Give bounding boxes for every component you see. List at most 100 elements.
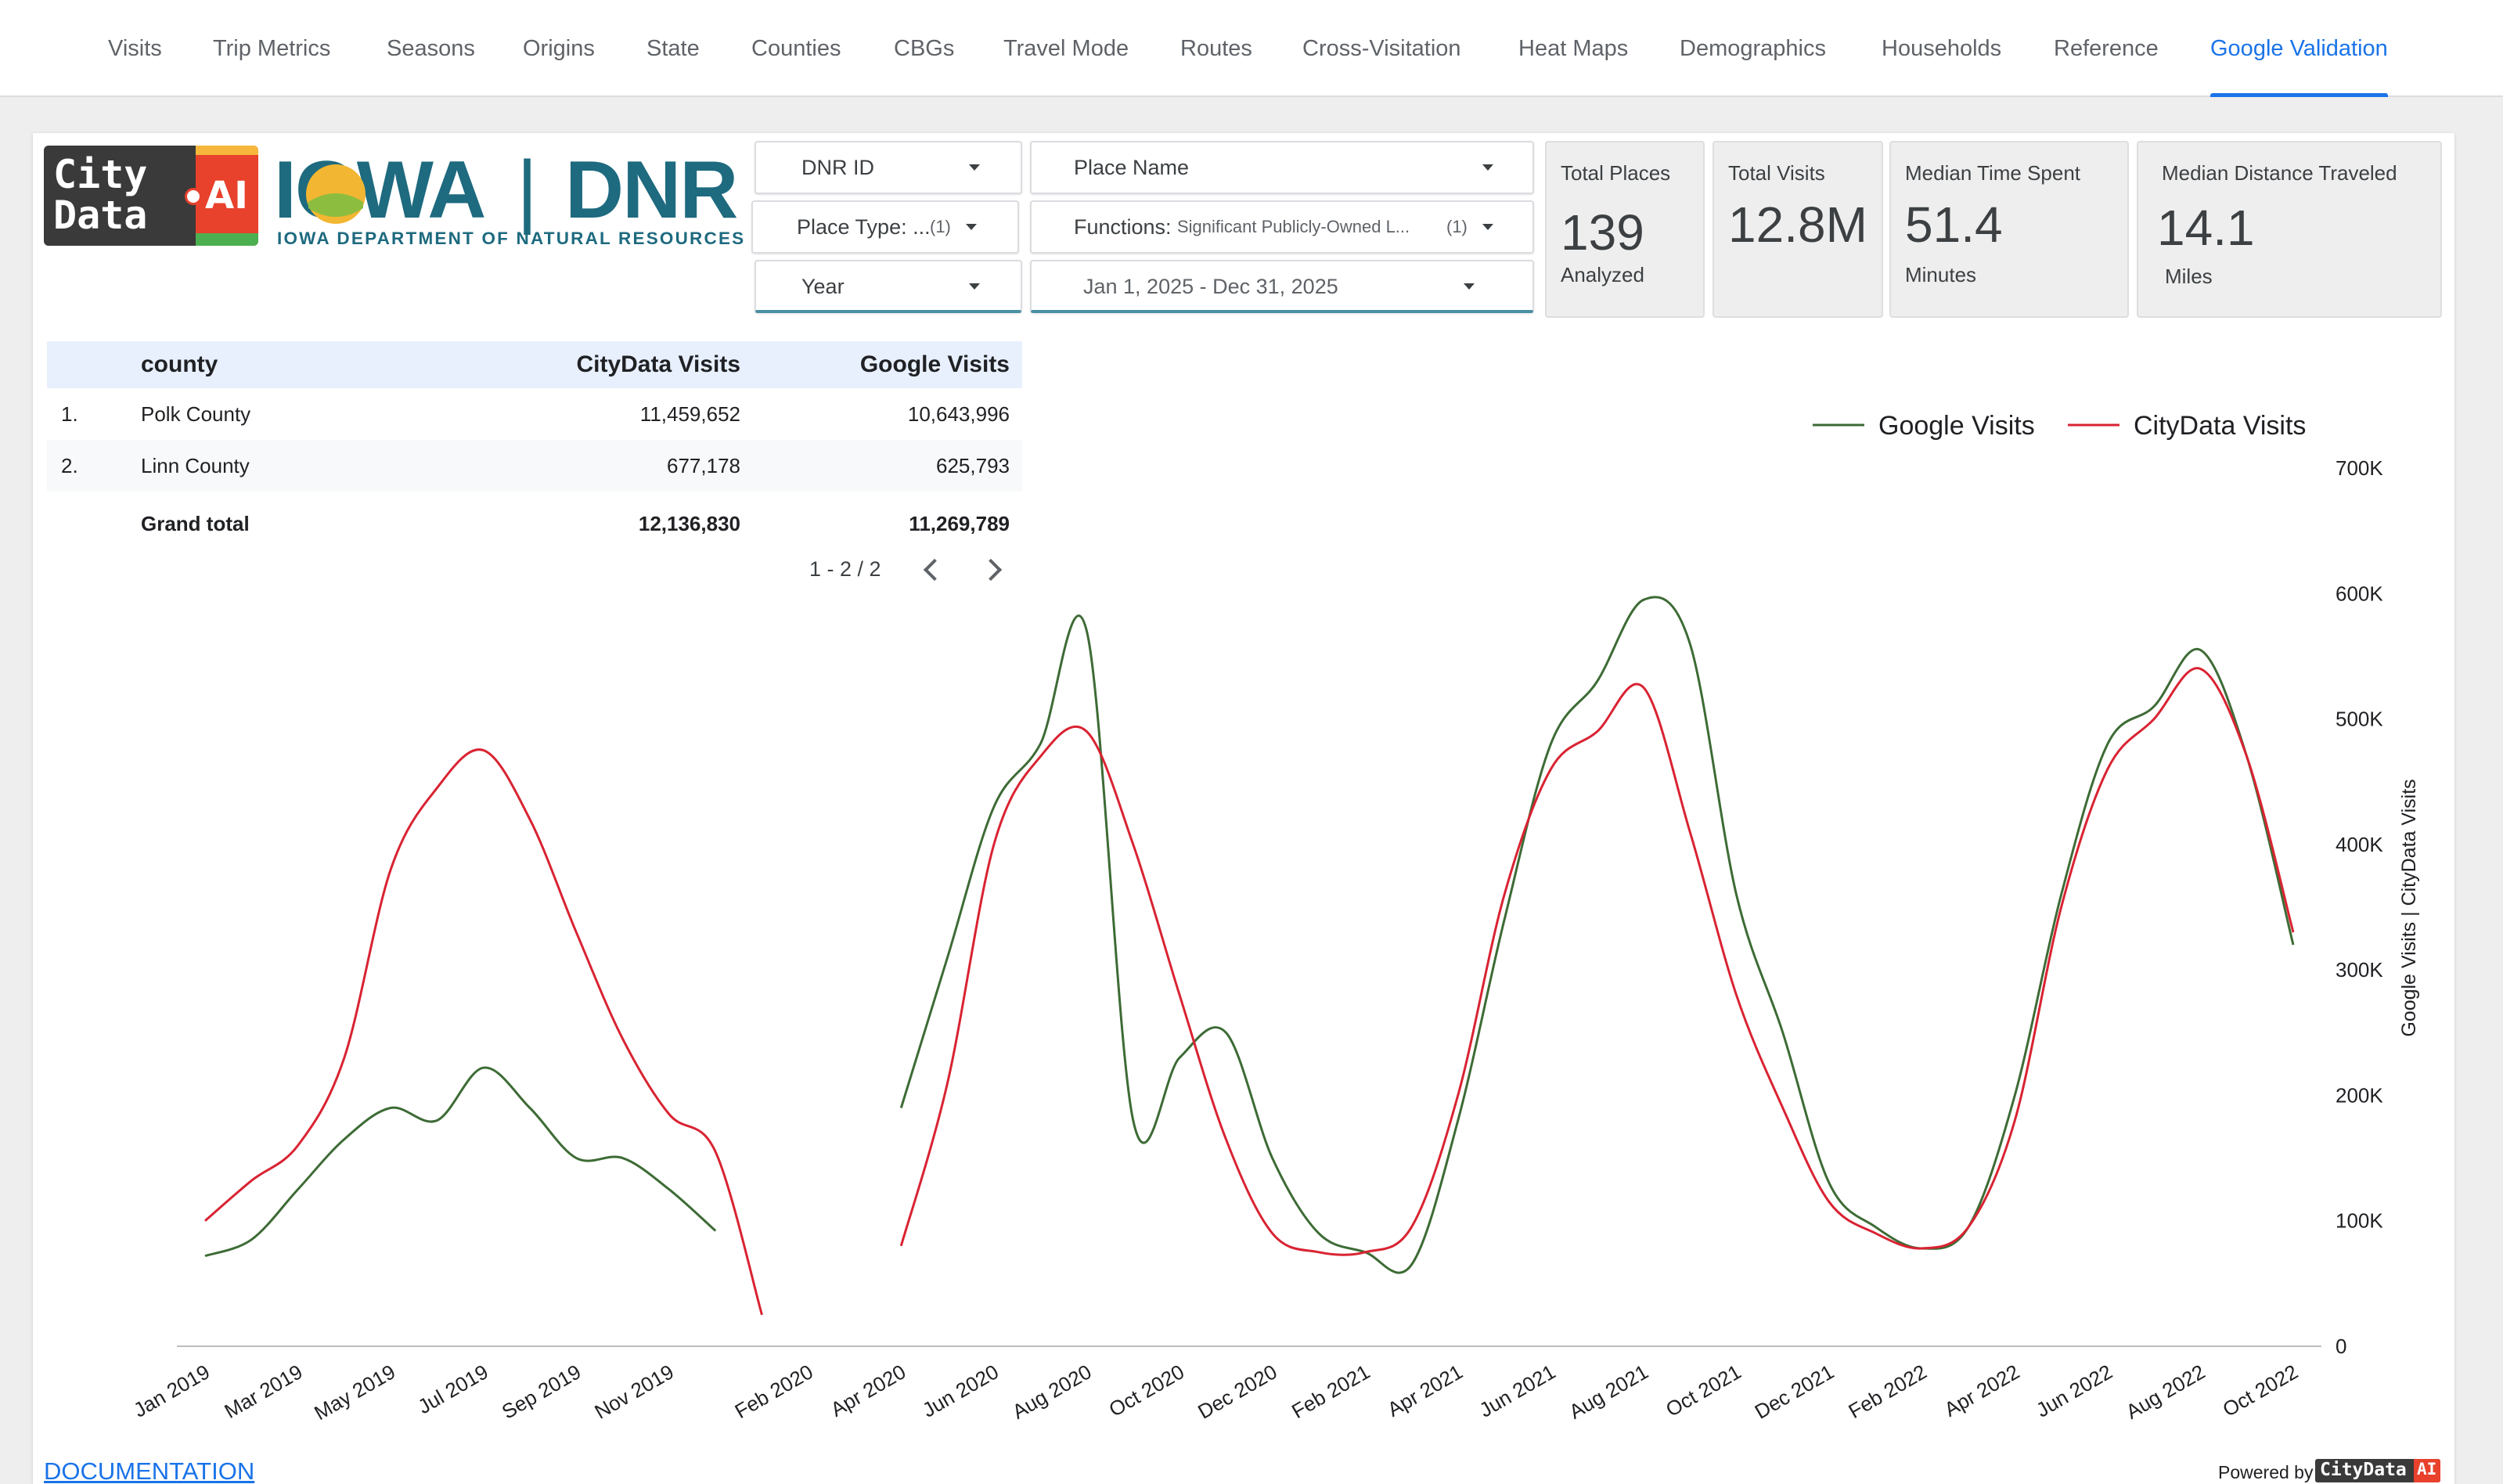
citydata-visits-series-line (204, 667, 2295, 1316)
tab-demographics[interactable]: Demographics (1680, 36, 1826, 61)
scorecard-value: 139 (1561, 204, 1644, 261)
x-tick-label: Mar 2019 (220, 1360, 306, 1423)
x-tick-label: Sep 2019 (498, 1360, 585, 1424)
year-dropdown[interactable]: Year (755, 260, 1022, 313)
google-visits-value: 10,643,996 (907, 402, 1010, 426)
table-header: county CityData Visits Google Visits (47, 341, 1022, 388)
place-name-dropdown[interactable]: Place Name (1030, 141, 1534, 194)
logo-text-data: Data (53, 193, 148, 238)
logo-text-ai: AI (205, 174, 249, 218)
x-tick-label: Apr 2022 (1940, 1360, 2023, 1421)
table-row[interactable]: 1. Polk County 11,459,652 10,643,996 (47, 388, 1022, 440)
x-tick-label: Jan 2019 (129, 1360, 214, 1421)
x-tick-label: Dec 2021 (1751, 1360, 1838, 1424)
chevron-down-icon (969, 164, 980, 171)
scorecard-total-places: Total Places 139 Analyzed (1545, 141, 1705, 318)
powered-ai: AI (2417, 1460, 2437, 1479)
tab-households[interactable]: Households (1882, 36, 2002, 61)
scorecard-subtitle: Analyzed (1561, 263, 1644, 286)
x-tick-label: Dec 2020 (1194, 1360, 1280, 1424)
x-tick-label: Feb 2021 (1288, 1360, 1374, 1423)
google-visits-value: 625,793 (936, 454, 1010, 477)
place-type-label: Place Type: ... (797, 215, 931, 239)
grand-total-label: Grand total (141, 512, 250, 535)
powered-brand: CityData (2320, 1460, 2407, 1480)
y-tick-label: 500K (2336, 708, 2383, 731)
scorecard-title: Total Visits (1728, 161, 1825, 185)
table-row[interactable]: 2. Linn County 677,178 625,793 (47, 440, 1022, 492)
chevron-down-icon (1482, 224, 1493, 230)
x-tick-label: Jun 2022 (2032, 1360, 2116, 1421)
citydata-logo: City Data AI (44, 146, 258, 246)
scorecard-title: Total Places (1561, 161, 1671, 185)
column-header-county[interactable]: county (141, 351, 218, 377)
x-tick-label: Jun 2020 (918, 1360, 1003, 1421)
x-tick-label: Oct 2022 (2219, 1360, 2302, 1421)
place-type-dropdown[interactable]: Place Type: ... (1) (751, 200, 1019, 254)
grand-total-google: 11,269,789 (909, 512, 1010, 535)
x-tick-label: May 2019 (310, 1360, 399, 1425)
tab-seasons[interactable]: Seasons (387, 36, 475, 61)
tab-cbgs[interactable]: CBGs (894, 36, 955, 61)
logo-dnr: DNR (565, 145, 738, 236)
google-visits-legend-label: Google Visits (1878, 411, 2035, 441)
chevron-down-icon (1464, 283, 1475, 290)
x-tick-label: Feb 2022 (1845, 1360, 1931, 1423)
tab-reference[interactable]: Reference (2054, 36, 2159, 61)
county-name: Polk County (141, 402, 251, 426)
x-tick-label: Oct 2021 (1662, 1360, 1745, 1421)
x-tick-label: Nov 2019 (590, 1360, 677, 1424)
x-tick-label: Apr 2021 (1383, 1360, 1466, 1421)
citydata-visits-value: 677,178 (667, 454, 740, 477)
functions-count: (1) (1446, 217, 1468, 236)
tab-routes[interactable]: Routes (1180, 36, 1252, 61)
citydata-visits-value: 11,459,652 (639, 402, 740, 426)
scorecard-subtitle: Minutes (1905, 263, 1977, 286)
scorecard-median-time-spent: Median Time Spent 51.4 Minutes (1889, 141, 2129, 318)
documentation-link[interactable]: DOCUMENTATION (44, 1457, 255, 1484)
column-header-google-visits[interactable]: Google Visits (859, 351, 1010, 377)
tab-visits[interactable]: Visits (108, 36, 162, 61)
logo-separator: | (517, 145, 538, 236)
y-tick-label: 0 (2336, 1335, 2346, 1358)
scorecard-total-visits: Total Visits 12.8M (1712, 141, 1883, 318)
grand-total-citydata: 12,136,830 (638, 512, 740, 535)
logo-subtitle: IOWA DEPARTMENT OF NATURAL RESOURCES (277, 229, 746, 248)
date-range-value: Jan 1, 2025 - Dec 31, 2025 (1083, 275, 1338, 298)
x-tick-label: Aug 2021 (1565, 1360, 1652, 1424)
citydata-visits-legend-label: CityData Visits (2134, 411, 2306, 441)
x-tick-label: Feb 2020 (731, 1360, 817, 1423)
scorecard-value: 12.8M (1728, 196, 1867, 253)
powered-by-label: Powered by (2218, 1462, 2314, 1482)
tab-heat-maps[interactable]: Heat Maps (1518, 36, 1629, 61)
google-visits-series-line (204, 596, 2295, 1274)
place-name-label: Place Name (1074, 156, 1190, 179)
tab-travel-mode[interactable]: Travel Mode (1003, 36, 1129, 61)
year-label: Year (801, 275, 845, 298)
tab-origins[interactable]: Origins (523, 36, 595, 61)
scorecard-subtitle: Miles (2165, 265, 2213, 288)
tab-google-validation[interactable]: Google Validation (2210, 0, 2388, 97)
sun-icon (306, 164, 366, 224)
y-tick-label: 200K (2336, 1083, 2383, 1107)
tab-trip-metrics[interactable]: Trip Metrics (213, 36, 331, 61)
y-axis-title: Google Visits | CityData Visits (2398, 779, 2420, 1036)
x-tick-label: Jun 2021 (1475, 1360, 1560, 1421)
row-index: 1. (61, 402, 78, 426)
column-header-citydata-visits[interactable]: CityData Visits (576, 351, 740, 377)
tab-counties[interactable]: Counties (751, 36, 841, 61)
y-tick-label: 400K (2336, 833, 2383, 856)
scorecard-title: Median Distance Traveled (2162, 161, 2397, 185)
x-tick-label: Aug 2022 (2122, 1360, 2209, 1424)
date-range-picker[interactable]: Jan 1, 2025 - Dec 31, 2025 (1030, 260, 1534, 313)
dnr-id-dropdown[interactable]: DNR ID (755, 141, 1022, 194)
functions-value: Significant Publicly-Owned L... (1177, 217, 1410, 236)
iowa-dnr-logo: IOWA | DNR IOWA DEPARTMENT OF NATURAL RE… (274, 145, 744, 248)
chevron-down-icon (966, 224, 977, 230)
chevron-down-icon (969, 283, 980, 290)
tab-state[interactable]: State (646, 36, 700, 61)
x-tick-label: Oct 2020 (1105, 1360, 1188, 1421)
functions-dropdown[interactable]: Functions: Significant Publicly-Owned L.… (1030, 200, 1534, 254)
tab-cross-visitation[interactable]: Cross-Visitation (1302, 36, 1461, 61)
